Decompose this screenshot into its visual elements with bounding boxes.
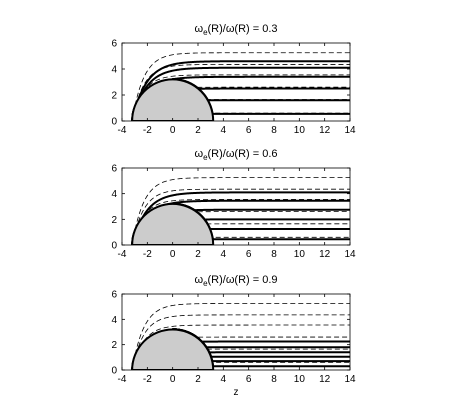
sphere-half-disk xyxy=(131,328,215,370)
x-tick-label: 4 xyxy=(221,249,227,260)
x-tick-label: 0 xyxy=(170,125,176,136)
y-tick-label: 2 xyxy=(111,340,117,351)
title-symbol: ω xyxy=(194,148,203,160)
dashed-streamline-6 xyxy=(131,52,350,121)
dashed-streamline-5 xyxy=(131,188,350,245)
y-tick-label: 2 xyxy=(111,91,117,102)
title-symbol: ω xyxy=(194,23,203,35)
x-tick-label: 8 xyxy=(271,125,277,136)
panel-1: -4 -2 0 2 4 6 8 10 12 14 0 2 4 6 ωe(R)/ω(R) = 0.3 xyxy=(111,23,356,136)
x-tick-label: 10 xyxy=(294,374,306,385)
title-rest: (R)/ω(R) = 0.3 xyxy=(208,23,278,35)
panel-title: ωe(R)/ω(R) = 0.9 xyxy=(194,274,277,288)
y-tick-label: 6 xyxy=(111,39,117,50)
panel-title: ωe(R)/ω(R) = 0.3 xyxy=(194,23,277,37)
panel-title: ωe(R)/ω(R) = 0.6 xyxy=(194,148,277,162)
plot-area xyxy=(131,177,350,245)
x-tick-label: 6 xyxy=(246,249,252,260)
x-tick-label: 6 xyxy=(246,374,252,385)
axes-frame xyxy=(121,293,351,371)
plot-area xyxy=(131,303,350,370)
x-tick-label: 0 xyxy=(170,374,176,385)
dashed-streamline-2 xyxy=(131,336,350,370)
x-tick-label: 14 xyxy=(344,249,356,260)
solid-streamline-6 xyxy=(131,60,350,121)
x-tick-label: -2 xyxy=(143,249,152,260)
x-axis-label: z xyxy=(234,387,239,398)
x-tick-label: 4 xyxy=(221,125,227,136)
y-tick-label: 6 xyxy=(111,290,117,301)
x-tick-label: 2 xyxy=(195,374,201,385)
x-tick-label: 12 xyxy=(319,125,331,136)
sphere-half-disk xyxy=(131,203,215,245)
y-tick-label: 2 xyxy=(111,215,117,226)
y-tick-label: 4 xyxy=(111,65,117,76)
x-tick-label: 2 xyxy=(195,249,201,260)
title-rest: (R)/ω(R) = 0.6 xyxy=(208,148,278,160)
x-tick-label: 14 xyxy=(344,125,356,136)
dashed-streamline-3 xyxy=(131,84,350,121)
solid-streamline-6 xyxy=(131,191,350,245)
panel-3: -4 -2 0 2 4 6 8 10 12 14 0 2 4 6 ωe(R)/ω(R) = 0.9 z xyxy=(111,274,356,398)
x-tick-label: -2 xyxy=(143,125,152,136)
x-tick-label: 14 xyxy=(344,374,356,385)
y-tick-label: 0 xyxy=(111,241,117,252)
x-tick-label: -2 xyxy=(143,374,152,385)
dashed-streamline-6 xyxy=(131,177,350,245)
panel-2: -4 -2 0 2 4 6 8 10 12 14 0 2 4 6 ωe(R)/ω(R) = 0.6 xyxy=(111,148,356,260)
dashed-streamline-5 xyxy=(131,314,350,370)
sphere-half-disk xyxy=(131,78,215,121)
y-tick-label: 0 xyxy=(111,117,117,128)
dashed-streamline-3 xyxy=(131,334,350,370)
dashed-streamline-1 xyxy=(131,345,350,370)
title-symbol: ω xyxy=(194,274,203,286)
dashed-streamline-2 xyxy=(131,211,350,245)
dashed-streamline-4 xyxy=(131,199,350,245)
y-tick-label: 6 xyxy=(111,164,117,175)
axes-frame xyxy=(121,167,351,246)
x-tick-label: 12 xyxy=(319,374,331,385)
x-tick-label: 6 xyxy=(246,125,252,136)
x-tick-label: 8 xyxy=(271,374,277,385)
x-tick-label: -4 xyxy=(118,374,127,385)
x-tick-label: 0 xyxy=(170,249,176,260)
x-tick-label: 2 xyxy=(195,125,201,136)
title-subscript: e xyxy=(203,28,208,37)
title-subscript: e xyxy=(203,279,208,288)
x-tick-label: 10 xyxy=(294,125,306,136)
dashed-streamline-1 xyxy=(131,219,350,245)
dashed-streamline-4 xyxy=(131,324,350,370)
title-subscript: e xyxy=(203,153,208,162)
x-tick-label: 4 xyxy=(221,374,227,385)
x-tick-label: 10 xyxy=(294,249,306,260)
y-tick-label: 0 xyxy=(111,366,117,377)
x-tick-label: -4 xyxy=(118,125,127,136)
x-tick-label: 12 xyxy=(319,249,331,260)
y-tick-label: 4 xyxy=(111,315,117,326)
y-tick-label: 4 xyxy=(111,189,117,200)
dashed-streamline-3 xyxy=(131,208,350,245)
solid-streamline-5 xyxy=(131,66,350,121)
x-tick-label: -4 xyxy=(118,249,127,260)
axes-frame xyxy=(121,42,351,122)
title-rest: (R)/ω(R) = 0.9 xyxy=(208,274,278,286)
plot-area xyxy=(131,52,350,121)
x-tick-label: 8 xyxy=(271,249,277,260)
